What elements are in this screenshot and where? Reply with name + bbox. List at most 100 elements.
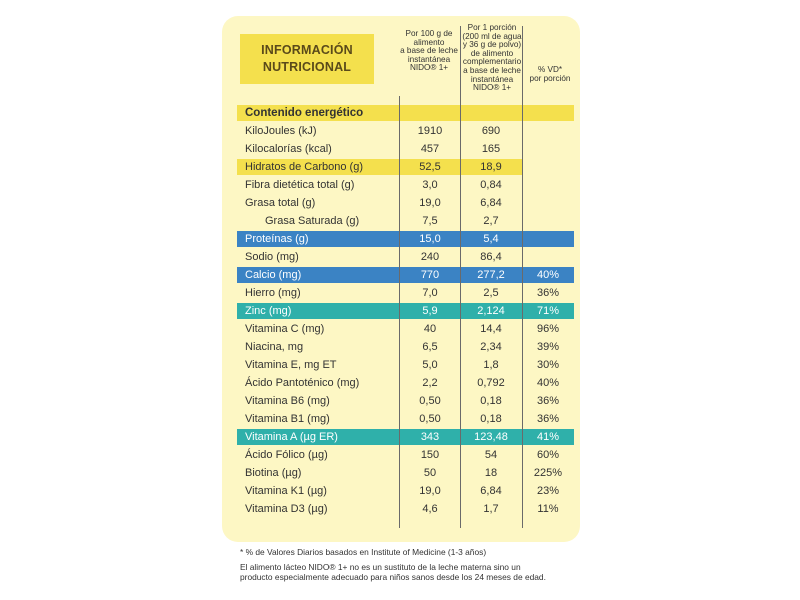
nutrient-name: Kilocalorías (kcal) xyxy=(245,143,332,155)
table-row: Proteínas (g) 15,0 5,4 xyxy=(237,231,574,247)
value-percent-vd xyxy=(522,231,574,247)
value-percent-vd: 30% xyxy=(536,359,560,371)
nutrient-name: Vitamina A (µg ER) xyxy=(245,431,338,443)
table-row: Sodio (mg) 240 86,4 xyxy=(237,249,574,265)
value-per-100g: 19,0 xyxy=(419,485,441,497)
table-row: Vitamina C (mg) 40 14,4 96% xyxy=(237,321,574,337)
value-per-portion xyxy=(460,105,522,121)
value-per-portion: 54 xyxy=(484,449,498,461)
nutrient-name: Zinc (mg) xyxy=(245,305,292,317)
column-header-line: NIDO® 1+ xyxy=(472,83,512,93)
value-per-portion: 14,4 xyxy=(480,323,502,335)
value-per-100g: 50 xyxy=(423,467,437,479)
column-header-line: complementario xyxy=(462,57,522,67)
value-per-100g: 0,50 xyxy=(419,395,441,407)
column-header-vd: % VD* por porción xyxy=(524,65,576,83)
value-per-portion: 18,9 xyxy=(480,161,502,173)
value-per-100g: 52,5 xyxy=(419,161,441,173)
value-percent-vd xyxy=(522,123,574,139)
table-row: Contenido energético xyxy=(237,105,574,121)
table-row: Vitamina B1 (mg) 0,50 0,18 36% xyxy=(237,411,574,427)
value-percent-vd: 225% xyxy=(533,467,563,479)
value-per-100g: 150 xyxy=(420,449,440,461)
value-per-100g: 15,0 xyxy=(419,233,441,245)
value-per-100g: 4,6 xyxy=(422,503,438,515)
value-per-100g: 6,5 xyxy=(422,341,438,353)
column-header-line: instantánea xyxy=(407,54,451,64)
title-line-1: INFORMACIÓN xyxy=(261,43,353,57)
value-per-100g: 5,0 xyxy=(422,359,438,371)
column-header-line: y 36 g de polvo) xyxy=(462,40,522,50)
footnote-vd: * % de Valores Diarios basados en Instit… xyxy=(240,547,487,557)
value-per-portion: 1,7 xyxy=(483,503,499,515)
nutrient-name: Vitamina B6 (mg) xyxy=(245,395,330,407)
value-percent-vd: 39% xyxy=(536,341,560,353)
table-row: KiloJoules (kJ) 1910 690 xyxy=(237,123,574,139)
column-header-line: % VD* xyxy=(537,65,563,74)
value-per-portion: 690 xyxy=(481,125,501,137)
nutrient-name: Sodio (mg) xyxy=(245,251,299,263)
table-row: Vitamina K1 (µg) 19,0 6,84 23% xyxy=(237,483,574,499)
nutrient-name: Niacina, mg xyxy=(245,341,304,353)
title-line-2: NUTRICIONAL xyxy=(262,60,352,74)
value-percent-vd: 36% xyxy=(536,413,560,425)
value-per-portion: 0,792 xyxy=(477,377,505,389)
value-percent-vd xyxy=(522,213,574,229)
value-per-portion: 86,4 xyxy=(480,251,502,263)
value-per-100g: 457 xyxy=(420,143,440,155)
nutrient-name: Vitamina B1 (mg) xyxy=(245,413,330,425)
value-per-100g: 40 xyxy=(423,323,437,335)
table-row: Vitamina A (µg ER) 343 123,48 41% xyxy=(237,429,574,445)
value-per-100g xyxy=(400,105,460,121)
value-percent-vd: 96% xyxy=(536,323,560,335)
column-header-line: (200 ml de agua xyxy=(462,31,522,41)
value-per-100g: 3,0 xyxy=(422,179,438,191)
column-header-line: a base de leche xyxy=(463,65,521,75)
column-header-line: de alimento xyxy=(470,48,514,58)
column-header-line: Por 1 porción xyxy=(467,23,517,32)
value-per-100g: 5,9 xyxy=(422,305,438,317)
table-row: Vitamina B6 (mg) 0,50 0,18 36% xyxy=(237,393,574,409)
value-percent-vd xyxy=(522,105,574,121)
value-percent-vd: 11% xyxy=(537,503,559,515)
value-per-portion: 165 xyxy=(481,143,501,155)
value-per-100g: 1910 xyxy=(417,125,443,137)
value-per-portion: 0,18 xyxy=(480,395,502,407)
value-per-portion: 123,48 xyxy=(474,431,508,443)
nutrient-name: Proteínas (g) xyxy=(245,233,309,245)
value-percent-vd xyxy=(522,159,574,175)
value-percent-vd: 60% xyxy=(536,449,560,461)
row-highlight xyxy=(237,159,523,175)
value-per-portion: 6,84 xyxy=(480,485,502,497)
nutrient-name: Ácido Pantoténico (mg) xyxy=(245,377,360,389)
value-per-portion: 2,5 xyxy=(483,287,499,299)
nutrient-name: Grasa total (g) xyxy=(245,197,316,209)
value-percent-vd xyxy=(522,141,574,157)
column-divider xyxy=(522,26,523,528)
column-header-line: por porción xyxy=(529,73,571,83)
nutrient-name: Biotina (µg) xyxy=(245,467,302,479)
column-header-per-portion: Por 1 porción (200 ml de agua y 36 g de … xyxy=(460,23,524,93)
column-header-per-100g: Por 100 g de alimento a base de leche in… xyxy=(398,29,460,73)
column-header-line: a base de leche xyxy=(400,46,458,56)
value-per-portion: 6,84 xyxy=(480,197,502,209)
value-percent-vd: 41% xyxy=(536,431,560,443)
value-per-100g: 343 xyxy=(420,431,440,443)
table-row: Fibra dietética total (g) 3,0 0,84 xyxy=(237,177,574,193)
value-percent-vd xyxy=(522,177,574,193)
value-percent-vd: 40% xyxy=(536,377,560,389)
nutrient-name: Grasa Saturada (g) xyxy=(265,215,360,227)
value-per-portion: 5,4 xyxy=(483,233,499,245)
value-percent-vd xyxy=(522,249,574,265)
value-per-portion: 0,84 xyxy=(480,179,502,191)
value-per-portion: 2,7 xyxy=(483,215,499,227)
nutrient-name: Vitamina K1 (µg) xyxy=(245,485,327,497)
nutrient-name: Vitamina D3 (µg) xyxy=(245,503,328,515)
value-per-100g: 240 xyxy=(420,251,440,263)
value-percent-vd: 36% xyxy=(536,395,560,407)
value-percent-vd: 36% xyxy=(536,287,560,299)
table-row: Hierro (mg) 7,0 2,5 36% xyxy=(237,285,574,301)
table-row: Ácido Fólico (µg) 150 54 60% xyxy=(237,447,574,463)
value-percent-vd: 23% xyxy=(536,485,560,497)
nutrient-name: Hidratos de Carbono (g) xyxy=(245,161,364,173)
